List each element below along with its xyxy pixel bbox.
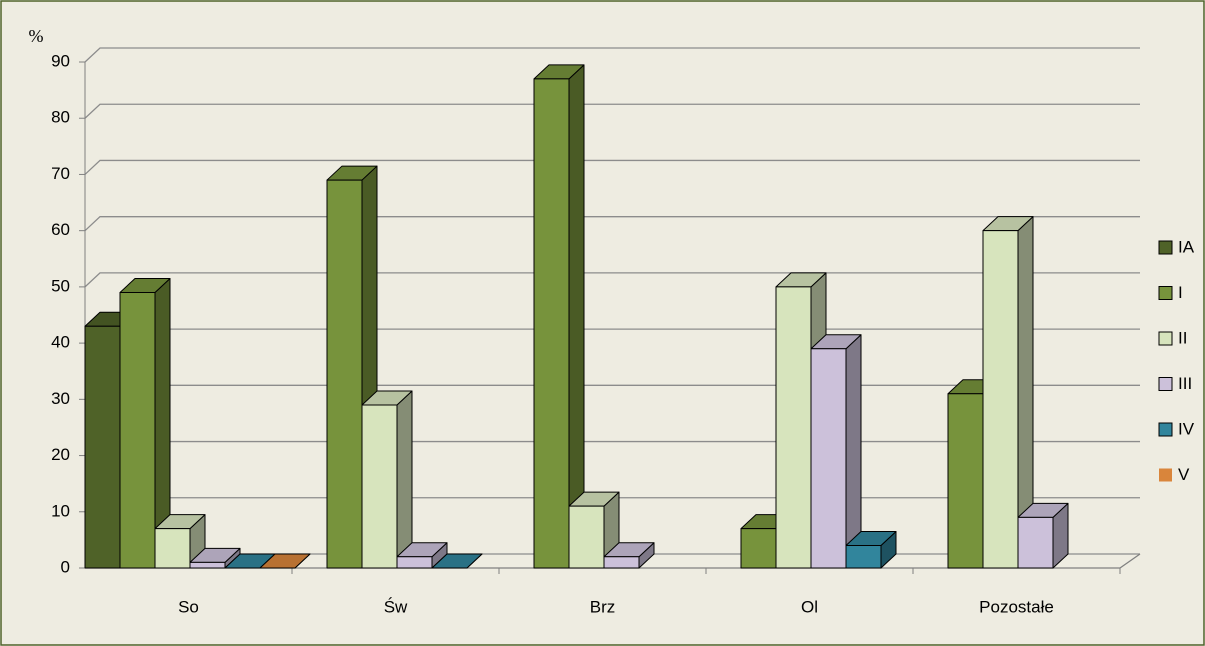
bar-top bbox=[431, 553, 483, 569]
legend-label: II bbox=[1178, 328, 1187, 347]
bar bbox=[431, 553, 483, 569]
y-tick-label: 20 bbox=[51, 445, 70, 464]
legend-swatch bbox=[1158, 422, 1173, 437]
x-tick-label: Św bbox=[384, 597, 408, 616]
bar-front bbox=[568, 505, 605, 569]
bar-front bbox=[361, 404, 398, 569]
legend-swatch bbox=[1158, 286, 1173, 300]
grid-line bbox=[84, 47, 1140, 63]
y-tick-label: 80 bbox=[51, 108, 70, 127]
bar-front bbox=[1017, 516, 1054, 569]
bar bbox=[189, 547, 241, 569]
bar-front bbox=[775, 286, 812, 569]
y-tick-label: 60 bbox=[51, 220, 70, 239]
grid-line bbox=[84, 216, 1140, 232]
bar-front bbox=[119, 292, 156, 569]
bar bbox=[1017, 502, 1069, 569]
bar-front bbox=[533, 78, 570, 569]
legend-swatch bbox=[1158, 331, 1173, 346]
y-tick-label: 40 bbox=[51, 333, 70, 352]
bar bbox=[119, 278, 171, 569]
y-tick-label: 0 bbox=[61, 557, 70, 576]
bar bbox=[361, 390, 413, 569]
bar bbox=[326, 165, 378, 569]
bar-front bbox=[189, 561, 226, 569]
bar-front bbox=[154, 528, 191, 569]
bar-front bbox=[947, 393, 984, 569]
grid-line bbox=[84, 103, 1140, 119]
bar-front bbox=[810, 348, 847, 569]
legend-swatch bbox=[1158, 240, 1173, 255]
bar bbox=[259, 553, 311, 569]
x-tick-label: Brz bbox=[590, 597, 616, 616]
bar-front bbox=[84, 325, 121, 569]
y-tick-label: 10 bbox=[51, 501, 70, 520]
bar-top bbox=[259, 553, 311, 569]
bar bbox=[603, 542, 655, 569]
x-tick-label: Ol bbox=[801, 597, 818, 616]
legend-swatch bbox=[1158, 377, 1173, 391]
bar-front bbox=[326, 179, 363, 569]
bar-side bbox=[568, 64, 585, 569]
y-tick-label: 30 bbox=[51, 389, 70, 408]
bar bbox=[810, 334, 862, 569]
legend-swatch bbox=[1159, 468, 1172, 482]
y-tick-label: 70 bbox=[51, 164, 70, 183]
legend-label: IV bbox=[1178, 419, 1195, 438]
bar-side bbox=[396, 390, 413, 569]
bar bbox=[982, 216, 1034, 569]
x-tick-label: So bbox=[178, 597, 199, 616]
bar-front bbox=[603, 556, 640, 569]
legend-label: V bbox=[1178, 465, 1190, 484]
y-axis-label: % bbox=[29, 26, 44, 46]
bar-front bbox=[740, 528, 777, 569]
legend-label: IA bbox=[1178, 237, 1195, 256]
legend-label: I bbox=[1178, 283, 1183, 302]
bar-front bbox=[396, 556, 433, 569]
bar bbox=[845, 531, 897, 569]
y-tick-label: 90 bbox=[51, 51, 70, 70]
bar-front bbox=[845, 545, 882, 569]
legend-label: III bbox=[1178, 374, 1192, 393]
bar bbox=[533, 64, 585, 569]
x-tick-label: Pozostałe bbox=[979, 597, 1054, 616]
bar-front bbox=[982, 230, 1019, 569]
grid-line bbox=[84, 159, 1140, 175]
y-tick-label: 50 bbox=[51, 276, 70, 295]
